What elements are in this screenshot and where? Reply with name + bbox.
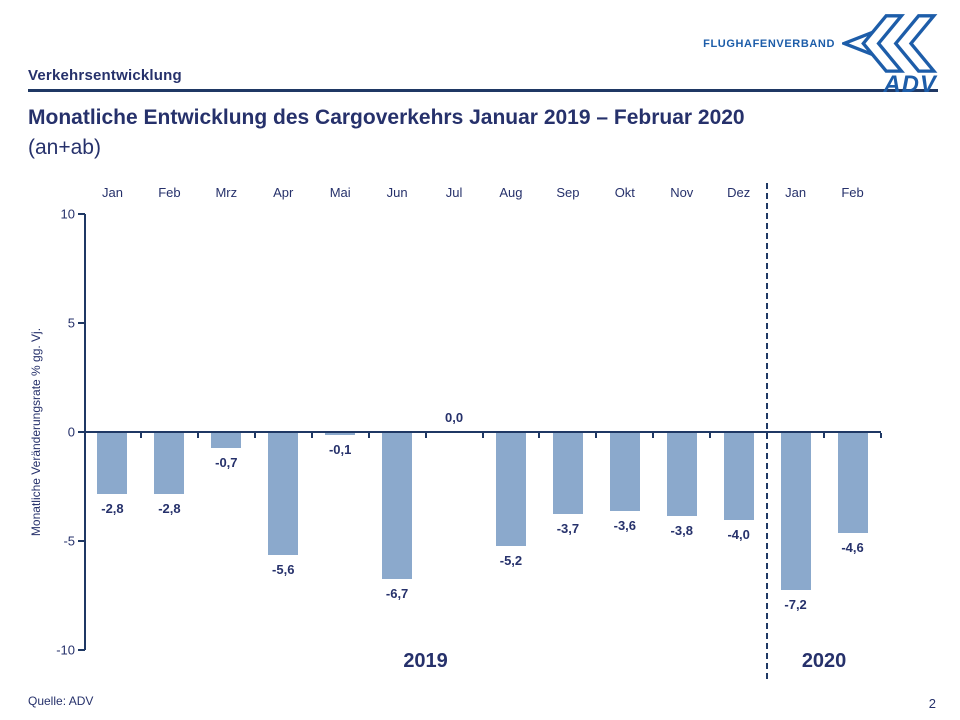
logo-chevron-1: [861, 14, 905, 73]
x-axis-tick: [310, 433, 313, 438]
month-label: Jun: [386, 185, 408, 200]
bar-value-label: -0,1: [328, 442, 352, 458]
month-label: Jan: [785, 185, 807, 200]
y-tick-label: -10: [56, 642, 75, 658]
bar: [154, 433, 185, 495]
bar: [837, 433, 868, 534]
y-tick-label: 5: [67, 315, 75, 331]
x-axis-tick: [652, 433, 655, 438]
bar-value-label: -4,0: [727, 527, 750, 543]
x-axis-tick: [139, 433, 142, 438]
y-tick-label: 0: [67, 424, 75, 440]
x-axis-line: [84, 431, 881, 433]
logo-wordmark: FLUGHAFENVERBAND: [703, 38, 835, 50]
bar-value-label: -5,6: [272, 562, 295, 578]
bar-value-label: -0,7: [215, 455, 238, 471]
month-label: Mrz: [215, 185, 238, 200]
page-subtitle: (an+ab): [28, 136, 101, 159]
x-axis-tick: [196, 433, 199, 438]
year-separator-line: [766, 183, 769, 679]
logo-acronym: ADV: [883, 71, 938, 94]
x-axis-tick: [823, 433, 826, 438]
x-axis-tick: [424, 433, 427, 438]
bar-value-label: -6,7: [385, 586, 409, 602]
bar: [495, 433, 526, 547]
y-axis-tick: [78, 213, 85, 215]
page-title: Monatliche Entwicklung des Cargoverkehrs…: [28, 106, 745, 129]
source-note: Quelle: ADV: [28, 694, 94, 708]
x-axis-tick: [481, 433, 484, 438]
bar: [609, 433, 640, 512]
year-label: 2020: [801, 650, 847, 672]
page-number: 2: [928, 696, 936, 711]
y-axis-tick: [78, 322, 85, 324]
y-axis-tick: [78, 649, 85, 651]
month-label: Feb: [158, 185, 181, 200]
bar: [723, 433, 754, 521]
y-axis-tick: [78, 540, 85, 542]
x-axis-tick: [253, 433, 256, 438]
bar-value-label: -3,7: [556, 520, 580, 536]
bar-value-label: 0,0: [444, 410, 464, 425]
y-axis-title: Monatliche Veränderungsrate % gg. Vj.: [29, 327, 43, 537]
month-label: Aug: [499, 185, 523, 200]
x-axis-tick: [538, 433, 541, 438]
month-label: Jan: [101, 185, 123, 200]
bar-value-label: -2,8: [158, 501, 181, 517]
x-axis-tick: [367, 433, 370, 438]
month-label: Mai: [329, 185, 351, 200]
bar: [382, 433, 413, 580]
bar: [666, 433, 697, 516]
bar-value-label: -3,8: [670, 522, 693, 538]
bar-value-label: -7,2: [784, 596, 807, 612]
section-heading: Verkehrsentwicklung: [28, 67, 182, 84]
month-label: Okt: [614, 185, 635, 200]
x-axis-tick: [880, 433, 882, 438]
month-label: Nov: [670, 185, 694, 200]
adv-logo-icon: ADV: [842, 14, 938, 94]
month-label: Dez: [727, 185, 751, 200]
bar: [97, 433, 128, 495]
y-tick-label: 10: [60, 206, 75, 222]
bar: [780, 433, 811, 590]
month-label: Sep: [556, 185, 580, 200]
y-tick-label: -5: [63, 533, 75, 549]
bar-value-label: -3,6: [613, 518, 637, 534]
header-divider: [28, 89, 938, 92]
bar: [325, 433, 356, 436]
bar: [268, 433, 299, 556]
bar-value-label: -2,8: [101, 501, 124, 517]
month-label: Jul: [445, 185, 463, 200]
bar: [211, 433, 242, 449]
bar-value-label: -4,6: [841, 540, 864, 556]
year-label: 2019: [403, 650, 448, 672]
y-axis-tick: [78, 431, 85, 433]
x-axis-tick: [709, 433, 712, 438]
month-label: Feb: [841, 185, 864, 200]
month-label: Apr: [273, 185, 294, 200]
adv-logo: FLUGHAFENVERBAND ADV: [703, 12, 938, 94]
bar: [552, 433, 583, 514]
logo-chevron-2: [893, 14, 938, 73]
x-axis-tick: [595, 433, 598, 438]
bar-value-label: -5,2: [499, 553, 523, 569]
